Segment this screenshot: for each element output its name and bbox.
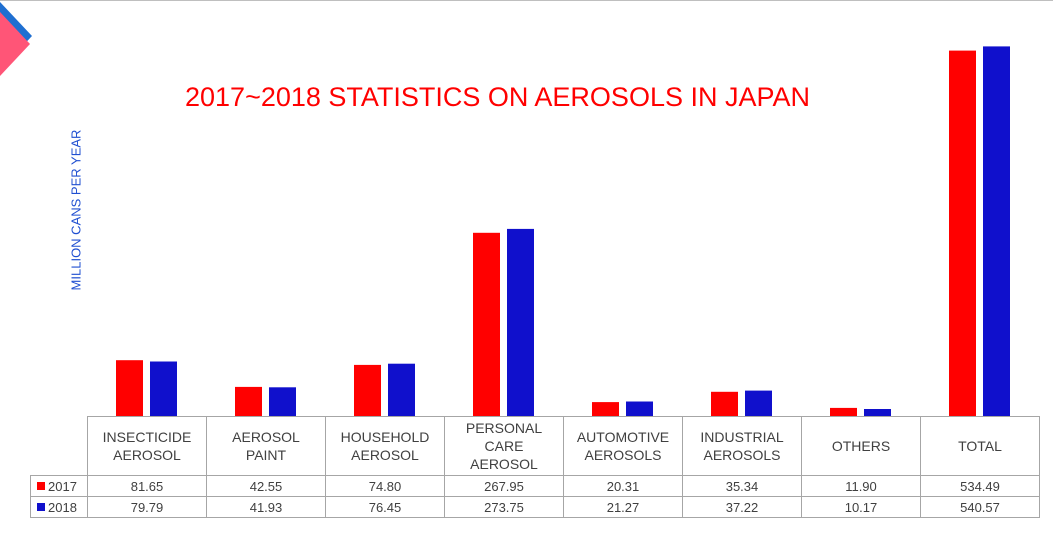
category-label-line: AEROSOLS [584, 447, 662, 463]
category-label-line: CARE [484, 438, 524, 454]
data-label: 540.57 [920, 496, 1040, 518]
bar-2018-1 [269, 387, 296, 416]
bar-2017-2 [354, 364, 381, 416]
category-label-line: AEROSOL [470, 456, 538, 472]
bar-2018-3 [507, 228, 534, 416]
bar-2017-5 [711, 391, 738, 416]
data-label: 534.49 [920, 475, 1040, 497]
corner-decoration [0, 2, 32, 76]
bar-2017-0 [116, 360, 143, 416]
table-row: 2017 81.65 42.55 74.80 267.95 20.31 35.34 11.90… [30, 475, 1040, 497]
bar-2017-6 [830, 407, 857, 416]
data-label: 76.45 [325, 496, 445, 518]
category-label: AEROSOL PAINT [206, 416, 326, 476]
data-label: 42.55 [206, 475, 326, 497]
data-label: 74.80 [325, 475, 445, 497]
chart-title: 2017~2018 STATISTICS ON AEROSOLS IN JAPA… [185, 82, 810, 112]
bar-2018-6 [864, 409, 891, 416]
data-label: 267.95 [444, 475, 564, 497]
category-label: HOUSEHOLD AEROSOL [325, 416, 445, 476]
bar-2018-2 [388, 363, 415, 416]
data-label: 79.79 [87, 496, 207, 518]
bar-2018-7 [983, 46, 1010, 417]
legend-label: 2017 [48, 478, 77, 494]
legend-entry: 2017 [30, 475, 88, 497]
legend-key [37, 503, 45, 512]
bar-2017-1 [235, 386, 262, 416]
bar-2018-4 [626, 401, 653, 416]
data-label: 37.22 [682, 496, 802, 518]
data-label: 10.17 [801, 496, 921, 518]
data-label: 41.93 [206, 496, 326, 518]
legend-key [37, 482, 45, 491]
category-label-line: AEROSOL [113, 447, 181, 463]
category-label-line: INDUSTRIAL [700, 429, 784, 445]
category-label-line: AUTOMOTIVE [576, 429, 670, 445]
data-label: 20.31 [563, 475, 683, 497]
category-label: INSECTICIDE AEROSOL [87, 416, 207, 476]
category-label-line: PAINT [245, 447, 287, 463]
bar-chart [116, 46, 1010, 417]
category-label: AUTOMOTIVE AEROSOLS [563, 416, 683, 476]
data-label: 21.27 [563, 496, 683, 518]
bar-2017-4 [592, 402, 619, 416]
category-label-line: OTHERS [831, 438, 891, 454]
category-label-line: PERSONAL [465, 420, 543, 436]
bar-2017-3 [473, 232, 500, 416]
category-label-line: AEROSOLS [703, 447, 781, 463]
data-label: 11.90 [801, 475, 921, 497]
bar-2017-7 [949, 50, 976, 416]
category-label-line: TOTAL [958, 438, 1002, 454]
bar-2018-5 [745, 390, 772, 416]
category-label-line: AEROSOL [232, 429, 300, 445]
category-label-line: AEROSOL [351, 447, 419, 463]
data-label: 81.65 [87, 475, 207, 497]
category-label: OTHERS [801, 416, 921, 476]
table-row: 2018 79.79 41.93 76.45 273.75 21.27 37.22 10.17… [30, 496, 1040, 518]
data-table: INSECTICIDE AEROSOL AEROSOL PAINT HOUSEHOLD A… [30, 416, 1040, 518]
legend-entry: 2018 [30, 496, 88, 518]
legend-label: 2018 [48, 499, 77, 515]
top-border [0, 0, 1053, 1]
bar-2018-0 [150, 361, 177, 416]
category-label: PERSONAL CARE AEROSOL [444, 416, 564, 476]
category-label: INDUSTRIAL AEROSOLS [682, 416, 802, 476]
category-label-line: INSECTICIDE [102, 429, 192, 445]
category-label-line: HOUSEHOLD [340, 429, 430, 445]
category-label: TOTAL [920, 416, 1040, 476]
data-label: 35.34 [682, 475, 802, 497]
table-corner [30, 416, 88, 476]
data-label: 273.75 [444, 496, 564, 518]
